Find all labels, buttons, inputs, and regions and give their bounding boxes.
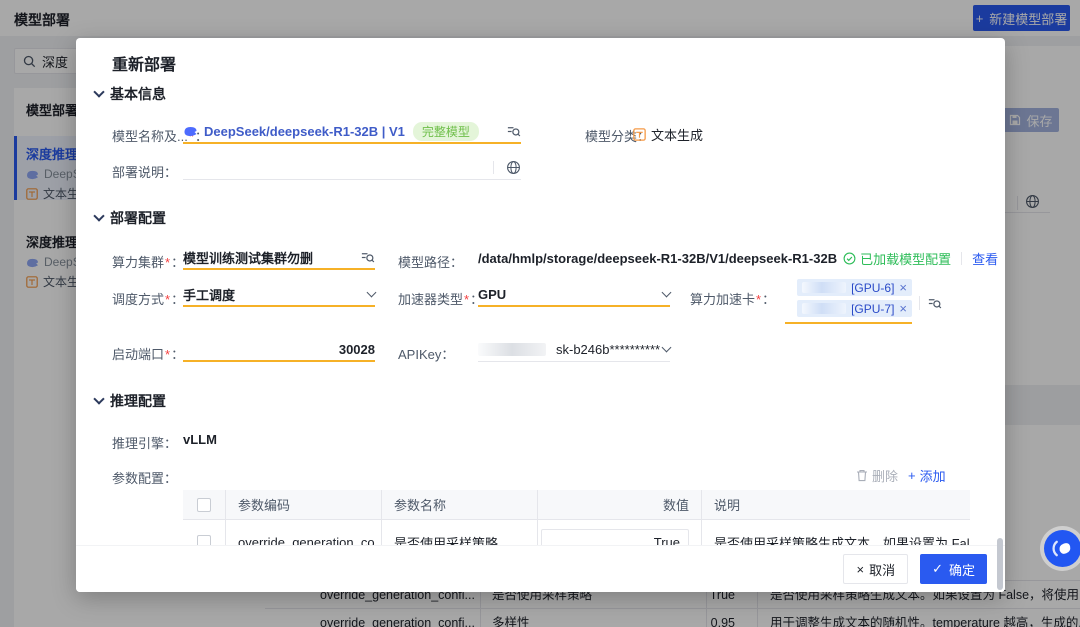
port-label: 启动端口*： [112, 347, 185, 362]
chevron-down-icon [93, 393, 105, 405]
view-link[interactable]: 查看 [972, 252, 999, 267]
section-basic-info[interactable]: 基本信息 [93, 84, 166, 104]
engine-value: vLLM [183, 432, 217, 447]
header-param-desc: 说明 [701, 490, 970, 519]
check-icon: ✓ [932, 561, 943, 576]
add-param-button[interactable]: + 添加 [908, 468, 946, 484]
plus-icon: + [908, 468, 916, 483]
schedule-label: 调度方式*： [112, 292, 185, 307]
assistant-logo-icon [1052, 538, 1073, 559]
divider [493, 161, 494, 174]
apikey-select[interactable]: sk-b246b********** [478, 338, 672, 362]
schedule-select[interactable]: 手工调度 [183, 283, 377, 307]
redacted-text [802, 303, 847, 314]
plus-icon: + [975, 10, 984, 26]
cluster-field[interactable]: 模型训练测试集群勿删 [183, 246, 375, 270]
modal-scrollbar[interactable] [997, 538, 1003, 590]
model-name-value: DeepSeek/deepseek-R1-32B | V1 [204, 123, 405, 139]
deploy-desc-input[interactable] [183, 156, 521, 180]
save-button[interactable]: 保存 [1003, 108, 1059, 132]
select-all-checkbox[interactable] [197, 497, 211, 512]
divider [961, 252, 963, 265]
model-path-value: /data/hmlp/storage/deepseek-R1-32B/V1/de… [478, 251, 838, 266]
search-icon [23, 55, 36, 68]
apikey-label: APIKey： [398, 347, 455, 362]
page-header: 模型部署 [0, 0, 1080, 36]
whale-icon [183, 125, 198, 137]
accelerator-label: 加速器类型*： [398, 292, 484, 307]
circle-check-icon [843, 252, 856, 265]
gpu-card-field[interactable]: [GPU-6] × [GPU-7] × [785, 279, 912, 324]
model-path-label: 模型路径： [398, 255, 464, 270]
search-value: 深度 [42, 54, 69, 70]
redacted-text [802, 282, 847, 293]
chevron-down-icon [93, 210, 105, 222]
globe-icon [1025, 194, 1040, 209]
remove-tag-icon[interactable]: × [899, 280, 907, 295]
whale-icon [26, 169, 39, 180]
delete-params-button[interactable]: 删除 [856, 466, 898, 485]
section-deploy-config[interactable]: 部署配置 [93, 208, 166, 228]
params-table-header: 参数编码 参数名称 数值 说明 [183, 490, 970, 520]
chevron-down-icon [661, 287, 672, 297]
deploy-desc-label: 部署说明： [112, 165, 178, 180]
header-param-name: 参数名称 [381, 490, 537, 519]
accelerator-select[interactable]: GPU [478, 283, 672, 307]
model-name-field[interactable]: DeepSeek/deepseek-R1-32B | V1 完整模型 [183, 120, 521, 144]
model-path-row: /data/hmlp/storage/deepseek-R1-32B/V1/de… [478, 249, 998, 268]
whale-icon [26, 257, 39, 268]
assistant-chat-button[interactable] [1044, 530, 1080, 567]
modal-title: 重新部署 [112, 57, 177, 74]
globe-icon[interactable] [506, 160, 521, 175]
remove-tag-icon[interactable]: × [899, 301, 907, 316]
search-list-icon[interactable] [927, 296, 942, 311]
gpu-tag: [GPU-6] × [797, 279, 912, 296]
close-icon: × [856, 561, 865, 577]
cluster-label: 算力集群*： [112, 255, 185, 270]
save-icon [1009, 114, 1021, 126]
header-param-value: 数值 [537, 490, 701, 519]
category-value: 文本生成 [633, 125, 703, 144]
search-list-icon[interactable] [506, 124, 521, 139]
divider [1017, 196, 1018, 210]
config-loaded-status: 已加载模型配置 [843, 249, 951, 268]
table-row: override_generation_confi... 多样性 0.95 用于… [265, 608, 1080, 627]
new-deployment-button[interactable]: + 新建模型部署 [973, 5, 1070, 31]
trash-icon [856, 469, 868, 482]
engine-label: 推理引擎： [112, 436, 178, 451]
params-label: 参数配置： [112, 471, 178, 486]
gpu-tag: [GPU-7] × [797, 300, 912, 317]
cancel-button[interactable]: × 取消 [843, 554, 909, 584]
chevron-down-icon [661, 342, 672, 353]
redeploy-modal: 重新部署 基本信息 模型名称及...*： DeepSeek/deepseek-R… [76, 38, 1005, 592]
page-title: 模型部署 [14, 12, 70, 28]
section-inference-config[interactable]: 推理配置 [93, 391, 166, 411]
text-category-icon [26, 275, 38, 288]
text-category-icon [633, 128, 646, 141]
model-name-label: 模型名称及...*： [112, 129, 208, 144]
model-tag: 完整模型 [412, 121, 479, 141]
header-param-code: 参数编码 [225, 490, 381, 519]
gpu-card-label: 算力加速卡*： [690, 292, 776, 307]
search-list-icon[interactable] [360, 250, 375, 265]
redacted-text [478, 343, 546, 356]
chevron-down-icon [366, 287, 377, 297]
chevron-down-icon [93, 86, 105, 98]
modal-footer: × 取消 ✓ 确定 [76, 545, 1005, 592]
port-input[interactable]: 30028 [183, 338, 375, 362]
text-category-icon [26, 187, 38, 200]
divider [919, 296, 920, 310]
confirm-button[interactable]: ✓ 确定 [920, 554, 987, 584]
